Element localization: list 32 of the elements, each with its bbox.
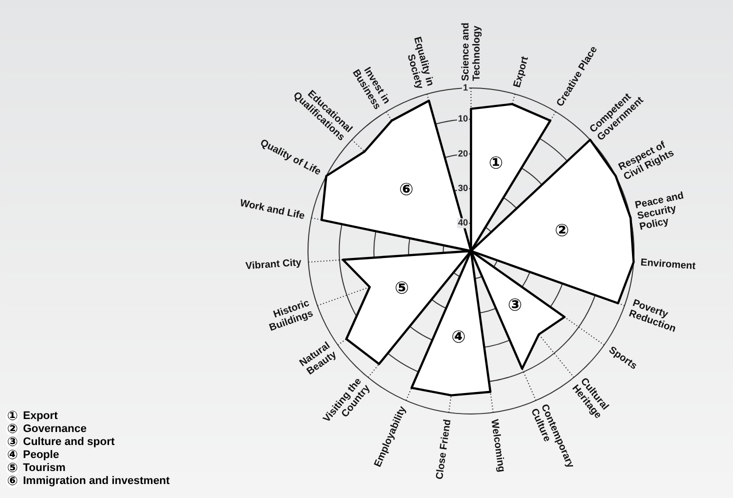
legend-label: Governance — [23, 423, 87, 436]
spoke-label: Vibrant City — [245, 257, 302, 272]
y-tick-label: 40 — [458, 218, 468, 228]
spoke-label: Peace and Security Policy — [634, 190, 685, 233]
spoke-label: Close Friend — [434, 418, 454, 480]
spoke-label: Export — [512, 54, 532, 89]
y-tick-label: 20 — [458, 148, 468, 158]
text: ② — [554, 221, 570, 242]
y-tick-label: 30 — [458, 183, 468, 194]
legend-label: People — [23, 449, 60, 462]
text: ② — [6, 422, 18, 437]
spoke-label: Science and Technology — [460, 22, 482, 81]
spoke-label: Work and Life — [238, 198, 306, 222]
text: ⑥ — [6, 474, 18, 489]
legend-label: Tourism — [23, 462, 66, 475]
legend-label: Culture and sport — [23, 436, 115, 449]
y-tick-label: 10 — [458, 114, 468, 124]
text: ③ — [6, 435, 18, 450]
text: ① — [488, 154, 504, 174]
y-tick-label: 1 — [462, 82, 468, 92]
text: ④ — [451, 328, 466, 348]
text: ⑥ — [399, 180, 414, 200]
text: ④ — [6, 448, 18, 463]
spoke-label: Welcoming — [488, 418, 507, 473]
spoke-label: Equality in Society — [404, 36, 436, 91]
legend-label: Immigration and investment — [23, 475, 170, 488]
text: ⑤ — [394, 278, 410, 299]
spoke-label: Enviroment — [640, 257, 697, 272]
text: ① — [6, 409, 18, 424]
text: ⑤ — [6, 461, 18, 476]
text: ③ — [508, 296, 522, 316]
legend-label: Export — [23, 410, 58, 423]
